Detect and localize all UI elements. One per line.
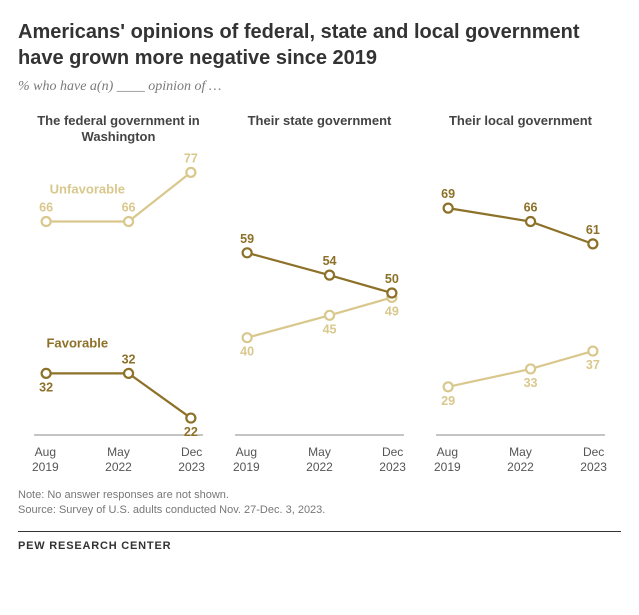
x-axis-labels: Aug2019 May2022 Dec2023: [18, 445, 219, 474]
plot-area: 66 66 77 32 32 22 Unfavorable Favorable: [18, 153, 219, 443]
legend-favorable: Favorable: [46, 336, 108, 351]
plot-area: 29 33 37 69 66 61: [420, 153, 621, 443]
data-label: 66: [39, 201, 53, 215]
data-label: 50: [385, 272, 399, 286]
x-axis-label: Aug2019: [233, 445, 260, 474]
plot-area: 40 45 49 59 54 50: [219, 153, 420, 443]
data-label: 29: [441, 394, 455, 408]
note-line: Note: No answer responses are not shown.: [18, 488, 621, 503]
data-label: 66: [524, 201, 538, 215]
data-label: 33: [524, 376, 538, 390]
data-label: 45: [323, 323, 337, 337]
chart-panel: Their state government 40 45 49 59 54 50 Aug201…: [219, 113, 420, 474]
brand-label: PEW RESEARCH CENTER: [18, 540, 621, 552]
data-label: 22: [184, 425, 198, 439]
panel-title: The federal government in Washington: [18, 113, 219, 149]
data-label: 54: [323, 254, 337, 268]
x-axis-labels: Aug2019 May2022 Dec2023: [420, 445, 621, 474]
panel-title: Their state government: [219, 113, 420, 149]
x-axis-label: Aug2019: [32, 445, 59, 474]
chart-subtitle: % who have a(n) ____ opinion of …: [18, 79, 621, 95]
chart-notes: Note: No answer responses are not shown.…: [18, 488, 621, 519]
data-label: 66: [122, 201, 136, 215]
panels-container: The federal government in Washington6666…: [18, 113, 621, 474]
data-label: 37: [586, 358, 600, 372]
data-label: 32: [39, 381, 53, 395]
x-axis-label: May2022: [105, 445, 132, 474]
x-axis-label: May2022: [507, 445, 534, 474]
legend-unfavorable: Unfavorable: [50, 182, 125, 197]
data-label: 61: [586, 223, 600, 237]
chart-panel: Their local government 29 33 37 69 66 61 Aug201…: [420, 113, 621, 474]
x-axis-label: May2022: [306, 445, 333, 474]
x-axis-labels: Aug2019 May2022 Dec2023: [219, 445, 420, 474]
x-axis-label: Dec2023: [379, 445, 406, 474]
chart-panel: The federal government in Washington6666…: [18, 113, 219, 474]
data-label: 59: [240, 232, 254, 246]
chart-title: Americans' opinions of federal, state an…: [18, 20, 621, 71]
data-label: 32: [122, 353, 136, 367]
source-line: Source: Survey of U.S. adults conducted …: [18, 503, 621, 518]
footer-divider: [18, 531, 621, 532]
x-axis-label: Dec2023: [580, 445, 607, 474]
data-label: 40: [240, 345, 254, 359]
x-axis-label: Aug2019: [434, 445, 461, 474]
data-label: 77: [184, 153, 198, 165]
x-axis-label: Dec2023: [178, 445, 205, 474]
data-label: 49: [385, 305, 399, 319]
panel-title: Their local government: [420, 113, 621, 149]
data-label: 69: [441, 187, 455, 201]
